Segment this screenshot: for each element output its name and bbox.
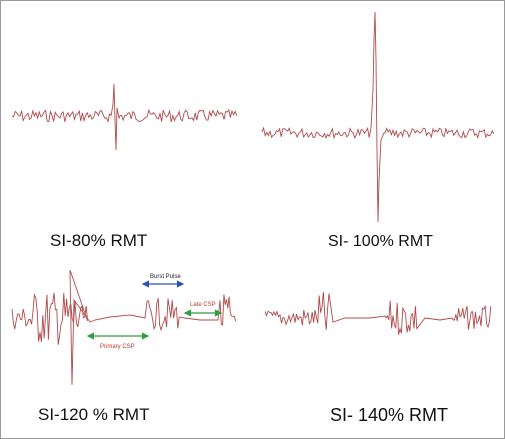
emg-traces (11, 11, 495, 386)
panel-caption-si-120: SI-120 % RMT (38, 405, 150, 424)
burst-pulse-label: Burst Pulse (150, 274, 181, 280)
trace-si-80 (11, 83, 238, 151)
panel-caption-si-80: SI-80% RMT (50, 231, 148, 250)
panel-caption-si-140: SI- 140% RMT (330, 405, 449, 425)
trace-si-140 (264, 291, 492, 335)
trace-si-120 (11, 269, 237, 386)
trace-si-100 (261, 11, 495, 223)
primary-csp-label: Primary CSP (100, 344, 135, 350)
late-csp-label: Late CSP (190, 302, 216, 308)
panel-caption-si-100: SI- 100% RMT (328, 233, 433, 250)
